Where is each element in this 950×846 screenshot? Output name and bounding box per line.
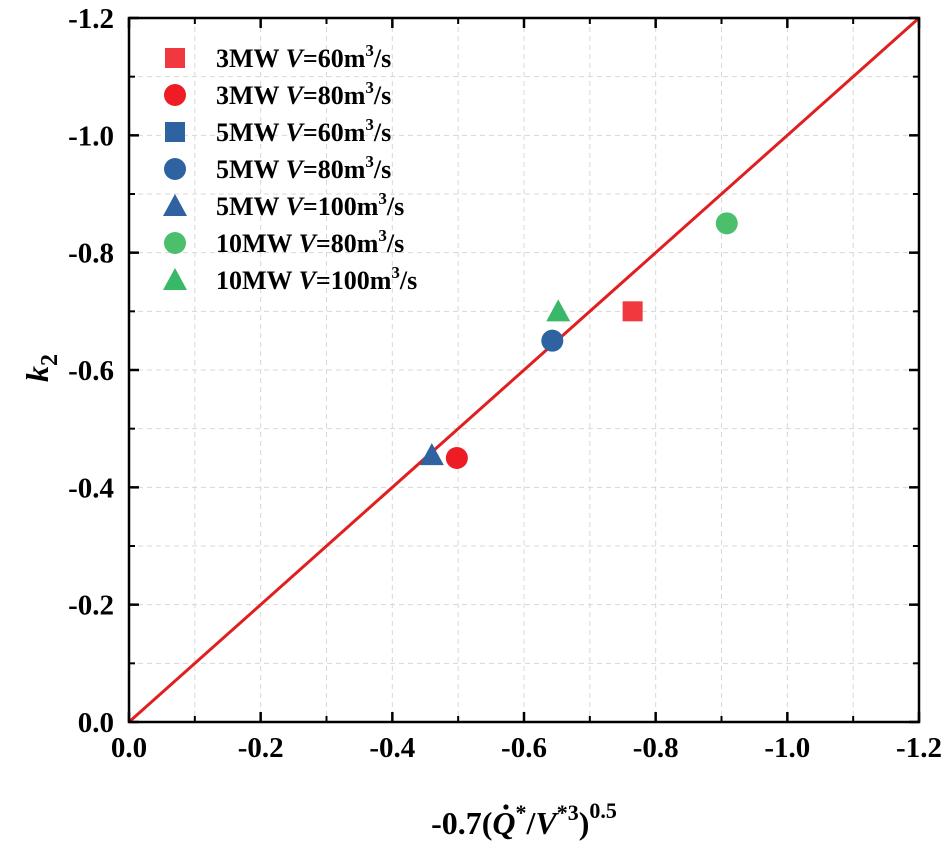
legend-label-part: 5MW — [216, 192, 286, 221]
legend-label-part: 3 — [365, 78, 374, 97]
x-axis-title-v: V — [535, 805, 559, 841]
legend-label-part: =80m — [316, 229, 379, 258]
legend-label-part: /s — [386, 229, 404, 258]
y-tick-label: -0.6 — [68, 355, 114, 387]
reference-line — [128, 16, 920, 724]
legend-marker — [165, 122, 185, 142]
data-point — [715, 212, 738, 235]
legend-label-part: 10MW — [216, 229, 299, 258]
legend-label-part: /s — [373, 118, 391, 147]
legend-label-part: =100m — [316, 266, 392, 295]
data-point — [622, 301, 643, 322]
legend-label-part: /s — [399, 266, 417, 295]
x-tick-label: -1.2 — [896, 732, 942, 764]
legend-label-part: V — [299, 266, 319, 295]
y-axis-title-main: k — [19, 366, 55, 382]
legend-label: 10MW V=80m3/s — [216, 226, 404, 258]
legend-marker — [164, 232, 186, 254]
data-point — [419, 443, 444, 466]
legend-label-part: /s — [373, 44, 391, 73]
x-axis-title-exponent: 0.5 — [589, 798, 617, 823]
legend-marker — [163, 194, 187, 216]
legend-label-part: 3 — [378, 189, 387, 208]
y-tick-label: -0.8 — [68, 238, 114, 270]
legend-marker — [164, 84, 186, 106]
legend-label-part: V — [286, 118, 306, 147]
axis-ticks: 0.0 -0.2 -0.4 -0.6 -0.8 -1.0 -1.2 0.0 -0.2 -0.4 -0… — [68, 3, 942, 764]
x-axis-title: -0.7(Q*/V*3)0.5 — [431, 798, 617, 841]
legend-label-part: V — [286, 44, 306, 73]
y-axis-title-subscript: 2 — [37, 354, 63, 366]
legend-label-part: V — [299, 229, 319, 258]
legend-label: 5MW V=100m3/s — [216, 189, 404, 221]
y-tick-label: 0.0 — [78, 707, 114, 739]
legend-label-part: 3 — [365, 152, 374, 171]
x-tick-label: -1.0 — [764, 732, 810, 764]
x-axis-title-v-sup: *3 — [557, 800, 579, 825]
data-points — [419, 212, 738, 469]
legend-label-part: =60m — [303, 118, 366, 147]
x-axis-title-prefix: -0.7( — [431, 805, 492, 841]
y-tick-label: -0.4 — [68, 472, 114, 504]
y-tick-label: -1.0 — [68, 120, 114, 152]
x-tick-label: -0.8 — [633, 732, 679, 764]
data-point — [541, 329, 564, 352]
x-tick-label: 0.0 — [111, 732, 147, 764]
legend-label: 3MW V=80m3/s — [216, 78, 391, 110]
legend-label-part: 3 — [365, 115, 374, 134]
q-dot-accent — [503, 804, 509, 810]
legend-label-part: =60m — [303, 44, 366, 73]
x-axis-title-q: Q — [492, 805, 515, 841]
x-tick-label: -0.6 — [501, 732, 547, 764]
x-axis-title-close: ) — [579, 805, 590, 841]
legend-label-part: V — [286, 81, 306, 110]
legend-marker — [165, 48, 185, 68]
legend-label-part: 3 — [378, 226, 387, 245]
legend-label-part: /s — [386, 192, 404, 221]
legend-marker — [163, 268, 187, 290]
x-axis-title-q-sup: * — [516, 800, 527, 825]
legend-label-part: 3 — [391, 263, 400, 282]
legend-label: 3MW V=60m3/s — [216, 41, 391, 73]
legend-label-part: V — [286, 155, 306, 184]
y-tick-label: -1.2 — [68, 3, 114, 35]
legend-label-part: 3MW — [216, 44, 286, 73]
y-tick-label: -0.2 — [68, 590, 114, 622]
legend-label-part: /s — [373, 81, 391, 110]
y-axis-title: k2 — [19, 354, 63, 382]
legend-marker — [164, 158, 186, 180]
legend-label: 5MW V=60m3/s — [216, 115, 391, 147]
legend-label: 5MW V=80m3/s — [216, 152, 391, 184]
x-axis-title-slash: / — [526, 805, 537, 841]
legend-label-part: 5MW — [216, 118, 286, 147]
x-tick-label: -0.4 — [369, 732, 415, 764]
x-tick-label: -0.2 — [238, 732, 284, 764]
legend-label-part: =100m — [303, 192, 379, 221]
legend-label-part: =80m — [303, 81, 366, 110]
legend-label-part: /s — [373, 155, 391, 184]
legend-label-part: 5MW — [216, 155, 286, 184]
legend-label-part: V — [286, 192, 306, 221]
legend-label-part: 3MW — [216, 81, 286, 110]
legend-label: 10MW V=100m3/s — [216, 263, 417, 295]
legend-label-part: 3 — [365, 41, 374, 60]
legend-label-part: 10MW — [216, 266, 299, 295]
legend-label-part: =80m — [303, 155, 366, 184]
data-point — [445, 447, 468, 469]
data-point — [546, 299, 571, 322]
